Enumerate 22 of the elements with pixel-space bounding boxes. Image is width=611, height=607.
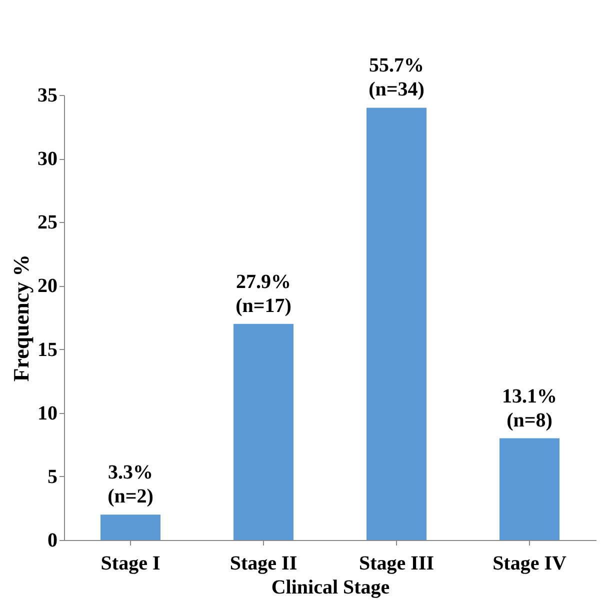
x-axis-title: Clinical Stage <box>271 576 390 598</box>
bar <box>100 514 160 540</box>
x-tick-label: Stage I <box>100 552 160 574</box>
bar <box>234 324 294 540</box>
y-tick-label: 15 <box>38 338 58 361</box>
data-label: 27.9% (n=17) <box>236 270 292 317</box>
y-tick-label: 5 <box>48 466 58 488</box>
data-label: 55.7% (n=34) <box>368 54 424 101</box>
data-label: 13.1% (n=8) <box>502 385 557 432</box>
y-tick-label: 30 <box>38 148 58 170</box>
x-tick-label: Stage IV <box>492 552 567 574</box>
x-tick-label: Stage III <box>358 552 434 574</box>
y-tick-label: 10 <box>38 402 58 424</box>
y-tick-label: 20 <box>38 275 58 298</box>
data-label: 3.3% (n=2) <box>108 462 154 508</box>
bar <box>500 438 560 540</box>
y-tick-label: 35 <box>38 84 58 106</box>
y-axis-title: Frequency % <box>8 254 34 382</box>
y-tick-label: 25 <box>38 212 58 234</box>
bar <box>366 108 426 540</box>
x-tick-label: Stage II <box>230 552 298 574</box>
y-tick-label: 0 <box>48 530 58 552</box>
